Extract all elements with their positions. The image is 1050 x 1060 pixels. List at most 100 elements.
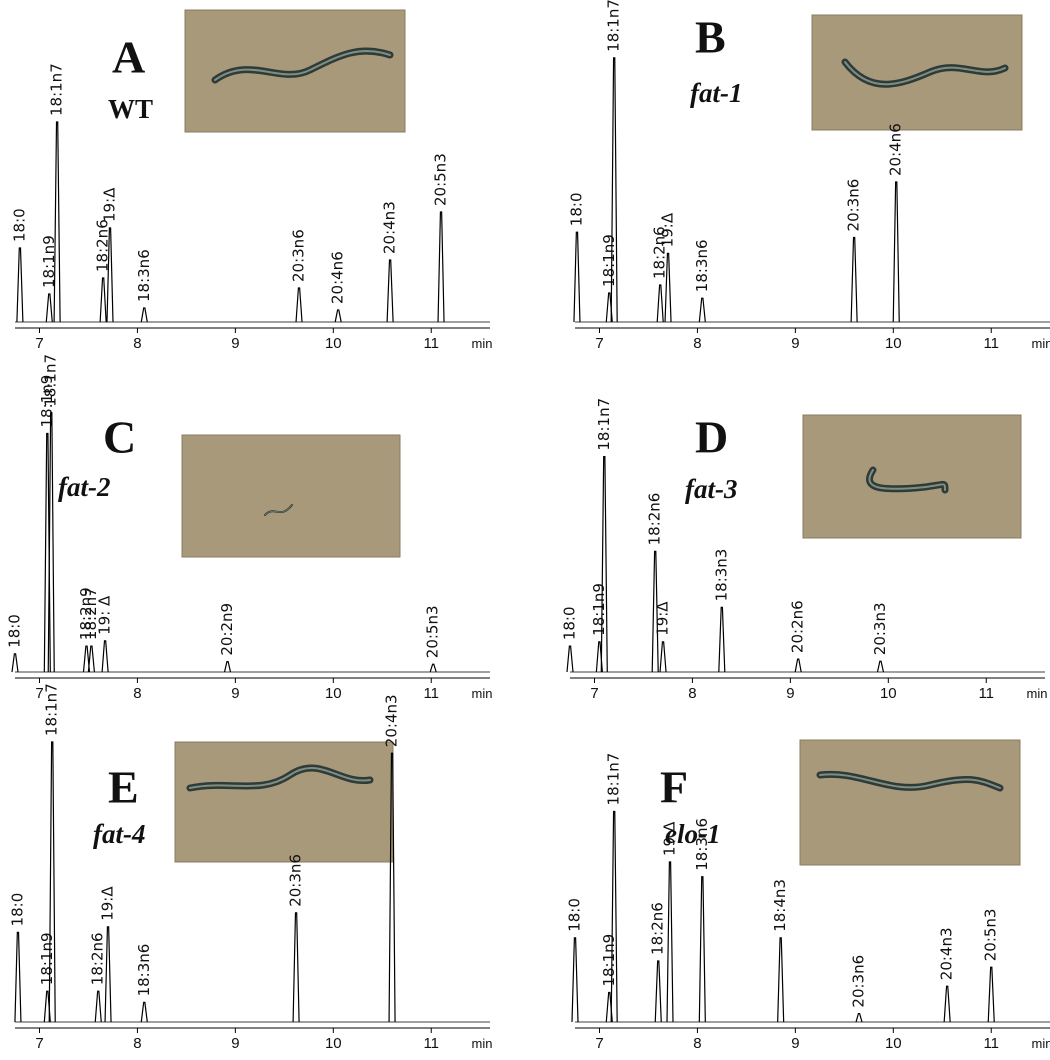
peak-label: 18:1n7 [43, 683, 61, 736]
peak-label: 18:2n6 [649, 902, 667, 955]
peak-label: 20:3n6 [850, 955, 868, 1008]
peak [610, 57, 618, 323]
x-axis-label: min [472, 336, 493, 351]
peak [47, 412, 55, 673]
peak [566, 645, 574, 673]
worm-photo [799, 739, 1021, 866]
peak-label: 19:Δ [654, 601, 672, 636]
peak [106, 227, 114, 323]
peak [654, 960, 662, 1023]
peak [292, 912, 300, 1023]
peak-label: 18:2n7 [82, 587, 100, 640]
peak [698, 876, 706, 1023]
peak [87, 645, 95, 673]
peak-label: 20:4n3 [383, 694, 401, 747]
peak-label: 18:1n9 [40, 235, 58, 288]
peak-label: 18:1n7 [605, 0, 623, 52]
x-tick-label: 11 [423, 685, 439, 702]
peak [11, 653, 19, 673]
peak [16, 247, 24, 323]
x-axis-label: min [1032, 1036, 1050, 1051]
peak [437, 211, 445, 323]
x-tick-label: 9 [231, 335, 239, 352]
peak [651, 550, 659, 673]
peak [850, 236, 858, 323]
peak-label: 20:3n6 [845, 179, 863, 232]
peak [855, 1012, 863, 1023]
peak [223, 661, 232, 673]
peak [429, 663, 437, 673]
peak-label: 20:3n3 [871, 602, 889, 655]
worm-highlight [868, 469, 946, 491]
peak-label: 20:4n3 [381, 201, 399, 254]
x-tick-label: 10 [325, 685, 342, 702]
peak-label: 18:1n7 [42, 354, 60, 407]
x-tick-label: 11 [983, 1035, 999, 1052]
peak-label: 20:5n3 [424, 605, 442, 658]
peak-label: 18:0 [6, 614, 24, 648]
peak [610, 810, 618, 1023]
peak [573, 231, 581, 323]
peak-label: 18:3n3 [712, 549, 730, 602]
peak [140, 307, 148, 323]
peak-label: 18:0 [561, 606, 579, 640]
worm-photo [181, 434, 401, 558]
peak-label: 20:2n9 [218, 603, 236, 656]
panel-letter: A [112, 32, 145, 83]
worm-photo [174, 741, 394, 863]
worm-highlight [264, 504, 293, 516]
peak-label: 19:Δ [99, 886, 117, 921]
peak-label: 18:2n6 [646, 493, 664, 546]
peak-label: 18:1n9 [600, 234, 618, 287]
peak-label: 19:Δ [661, 821, 679, 856]
x-tick-label: 7 [35, 335, 43, 352]
x-tick-label: 10 [885, 335, 902, 352]
peak [698, 297, 706, 323]
peak-label: 20:4n3 [938, 927, 956, 980]
peak-label: 20:5n3 [982, 909, 1000, 962]
peak [140, 1001, 148, 1023]
peak-label: 18:2n6 [94, 219, 112, 272]
x-tick-label: 9 [791, 335, 799, 352]
worm-highlight [214, 49, 391, 81]
peak-label: 20:5n3 [432, 153, 450, 206]
peak [892, 181, 900, 323]
peak-label: 18:2n9 [77, 587, 95, 640]
peak-label: 18:2n6 [89, 932, 107, 985]
peak [14, 931, 22, 1023]
peak-label: 20:4n6 [329, 251, 347, 304]
x-tick-label: 7 [595, 335, 603, 352]
peak-label: 20:3n6 [287, 854, 305, 907]
peak-label: 18:4n3 [771, 879, 789, 932]
peak-label: 20:2n6 [789, 600, 807, 653]
panel-letter: C [103, 412, 136, 463]
x-tick-label: 10 [880, 685, 897, 702]
x-tick-label: 11 [423, 1035, 439, 1052]
peak [334, 309, 342, 323]
peak-label: 18:3n6 [693, 818, 711, 871]
peak [656, 284, 664, 323]
x-tick-label: 10 [325, 1035, 342, 1052]
panel-letter: B [695, 12, 726, 63]
x-axis-label: min [472, 1036, 493, 1051]
peak [104, 926, 112, 1023]
peak [53, 121, 61, 323]
x-tick-label: 9 [231, 1035, 239, 1052]
x-tick-label: 8 [133, 335, 141, 352]
x-tick-label: 8 [133, 1035, 141, 1052]
panel-letter: F [660, 762, 688, 813]
x-tick-label: 7 [595, 1035, 603, 1052]
peak-label: 18:1n9 [600, 934, 618, 987]
peak [987, 966, 995, 1023]
peak-label: 18:0 [566, 898, 584, 932]
peak [794, 658, 802, 673]
peak [943, 985, 951, 1023]
peak-label: 18:3n6 [135, 944, 153, 997]
peak [101, 640, 109, 673]
